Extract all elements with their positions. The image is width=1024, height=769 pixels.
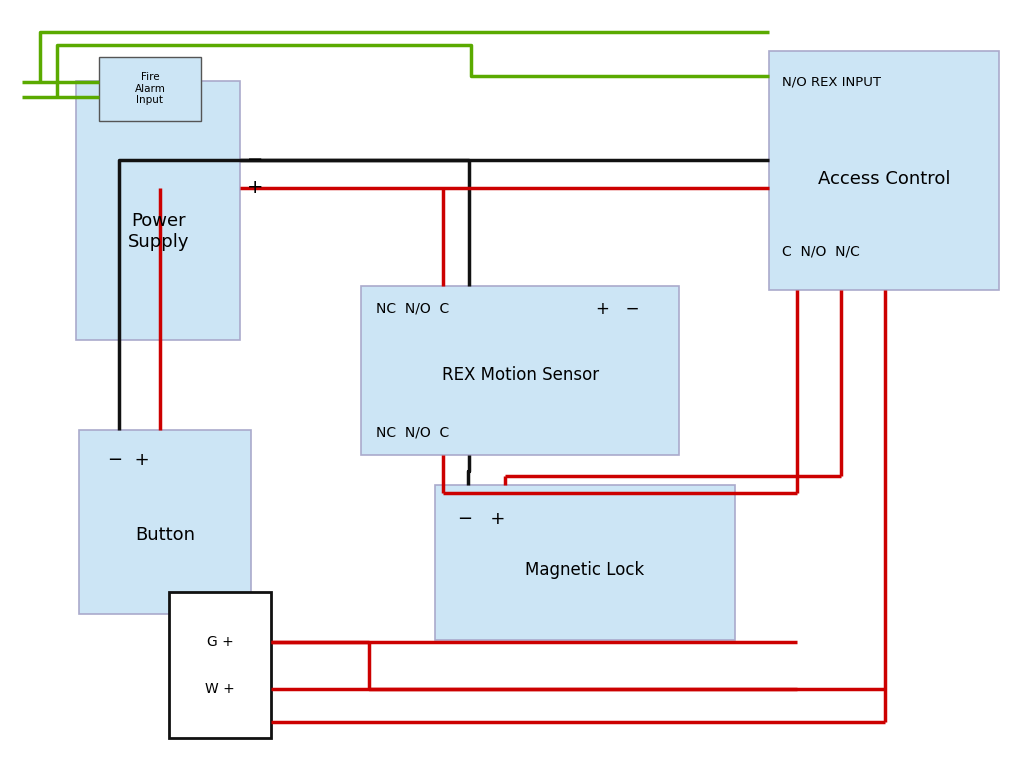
Text: REX Motion Sensor: REX Motion Sensor	[441, 365, 599, 384]
FancyBboxPatch shape	[99, 57, 201, 121]
Text: Button: Button	[135, 527, 195, 544]
FancyBboxPatch shape	[79, 430, 251, 614]
Text: Magnetic Lock: Magnetic Lock	[525, 561, 645, 579]
Text: W +: W +	[205, 682, 234, 697]
FancyBboxPatch shape	[169, 592, 271, 738]
FancyBboxPatch shape	[76, 81, 241, 340]
Text: NC  N/O  C: NC N/O C	[376, 425, 450, 439]
Text: Power
Supply: Power Supply	[127, 211, 188, 251]
Text: −   +: − +	[458, 511, 505, 528]
Text: G +: G +	[207, 635, 233, 649]
Text: +   −: + −	[596, 300, 639, 318]
Text: C  N/O  N/C: C N/O N/C	[781, 245, 859, 259]
Text: −  +: − +	[108, 451, 150, 469]
Text: N/O REX INPUT: N/O REX INPUT	[781, 75, 881, 88]
Text: Access Control: Access Control	[818, 170, 950, 188]
FancyBboxPatch shape	[435, 485, 734, 640]
Text: −: −	[247, 151, 263, 169]
Text: NC  N/O  C: NC N/O C	[376, 301, 450, 315]
FancyBboxPatch shape	[769, 52, 999, 290]
Text: Fire
Alarm
Input: Fire Alarm Input	[134, 72, 166, 105]
FancyBboxPatch shape	[360, 285, 680, 455]
Text: +: +	[247, 178, 263, 197]
